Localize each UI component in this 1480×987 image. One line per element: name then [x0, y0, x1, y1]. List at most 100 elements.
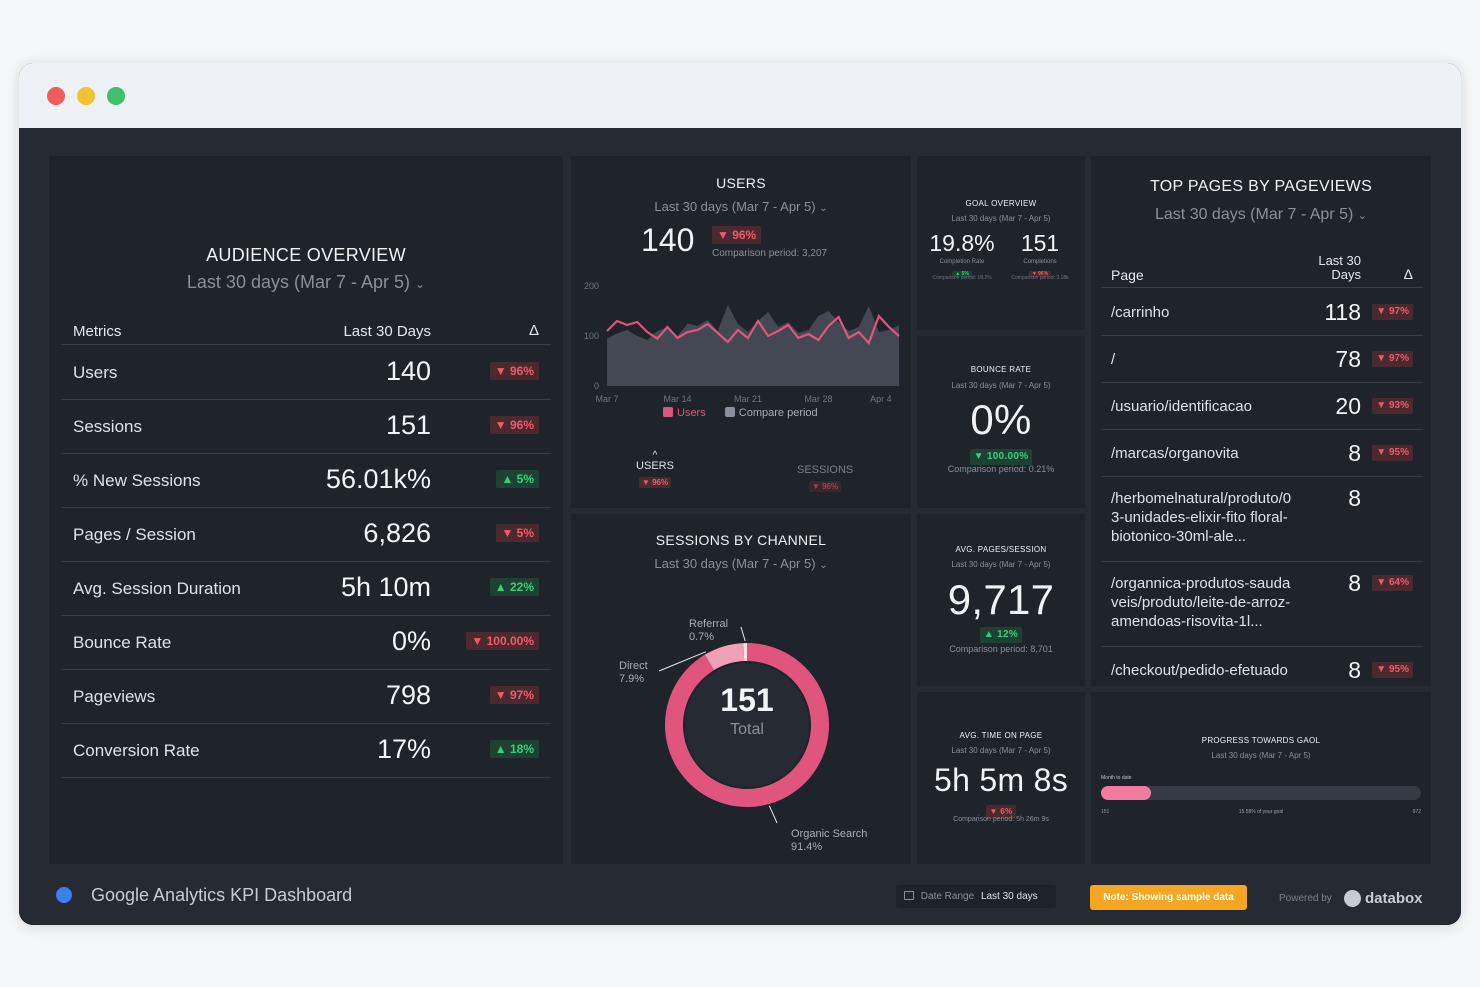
databox-brand[interactable]: databox: [1365, 890, 1423, 907]
page-path: /carrinho: [1111, 304, 1170, 321]
completion-rate-comparison: Comparison period: 18.2%: [932, 275, 992, 281]
donut-percent-label: 91.4%: [791, 841, 822, 853]
users-line-chart: 0 100 200 Mar 7 Mar 14 Mar 21 Mar 28 Apr 4: [584, 281, 900, 404]
x-tick-label: Apr 4: [870, 394, 892, 404]
donut-percent-label: 7.9%: [619, 673, 644, 685]
page-path: /marcas/organovita: [1111, 445, 1239, 462]
audience-row: Conversion Rate 17% ▲ 18%: [61, 724, 551, 778]
compare-legend-item[interactable]: Compare period: [724, 407, 818, 419]
donut-label-leader: [740, 626, 746, 642]
chevron-down-icon: ⌄: [1357, 210, 1367, 222]
top-page-row[interactable]: /carrinho 118 ▼ 97%: [1101, 289, 1423, 336]
switch-users-tab[interactable]: ^ USERS ▼ 96%: [635, 451, 675, 490]
metric-change-badge: ▼ 5%: [496, 524, 539, 542]
y-tick-label: 200: [584, 281, 599, 291]
page-path: /: [1111, 351, 1116, 368]
users-value: 140: [641, 222, 695, 258]
users-panel: USERS Last 30 days (Mar 7 - Apr 5) ⌄ 140…: [571, 156, 911, 508]
maximize-window-button[interactable]: [107, 87, 125, 105]
goal-title: GOAL OVERVIEW: [965, 199, 1037, 208]
y-tick-label: 0: [594, 381, 599, 391]
y-tick-label: 100: [584, 331, 599, 341]
date-range-selector[interactable]: Date Range Last 30 days: [896, 885, 1056, 908]
donut-center: [685, 663, 809, 787]
bounce-rate-panel: BOUNCE RATE Last 30 days (Mar 7 - Apr 5)…: [917, 336, 1085, 508]
page-change-badge: ▼ 93%: [1372, 398, 1413, 414]
page-views-value: 118: [1324, 299, 1361, 325]
users-legend: Users Compare period: [663, 407, 818, 419]
bounce-title: BOUNCE RATE: [970, 365, 1032, 374]
chevron-down-icon: ⌄: [819, 560, 828, 571]
top-pages-period: Last 30 days (Mar 7 - Apr 5): [1155, 206, 1354, 223]
page-views-value: 8: [1348, 570, 1361, 596]
time-on-page-period: Last 30 days (Mar 7 - Apr 5): [951, 746, 1051, 755]
x-tick-label: Mar 28: [804, 394, 832, 404]
metric-change-badge: ▼ 100.00%: [466, 632, 539, 650]
checkbox-checked-icon: [724, 407, 735, 417]
top-page-row[interactable]: /usuario/identificacao 20 ▼ 93%: [1101, 383, 1423, 430]
compare-period-area: [607, 305, 899, 386]
top-page-row[interactable]: /marcas/organovita 8 ▼ 95%: [1101, 430, 1423, 477]
metric-name: Conversion Rate: [73, 741, 200, 760]
close-window-button[interactable]: [47, 87, 65, 105]
databox-logo-icon: [56, 887, 72, 903]
time-on-page-change: ▼ 6%: [917, 801, 1085, 819]
top-page-row[interactable]: /organnica-produtos-saudaveis/produto/le…: [1101, 562, 1423, 647]
completions-label: Completions: [1023, 259, 1057, 265]
users-legend-item[interactable]: Users: [663, 407, 706, 419]
audience-row: Users 140 ▼ 96%: [61, 346, 551, 400]
completion-rate-change: ▲ 5%: [925, 267, 999, 277]
top-page-row[interactable]: /herbomelnatural/produto/03-unidades-eli…: [1101, 477, 1423, 562]
chevron-down-icon: ⌄: [415, 277, 426, 291]
users-period: Last 30 days (Mar 7 - Apr 5): [654, 199, 816, 214]
checkbox-checked-icon: [663, 407, 673, 417]
completions-change: ▼ 96%: [1003, 267, 1077, 277]
sessions-by-channel-panel: SESSIONS BY CHANNEL Last 30 days (Mar 7 …: [571, 514, 911, 864]
x-tick-label: Mar 14: [663, 394, 691, 404]
powered-by-label: Powered by: [1279, 893, 1332, 904]
time-on-page-value: 5h 5m 8s: [933, 762, 1069, 798]
pages-session-title: AVG. PAGES/SESSION: [955, 545, 1047, 554]
users-period-dropdown[interactable]: Last 30 days (Mar 7 - Apr 5) ⌄: [571, 199, 911, 214]
channels-period-dropdown[interactable]: Last 30 days (Mar 7 - Apr 5) ⌄: [571, 556, 911, 571]
metric-value: 0%: [391, 626, 431, 656]
metric-value: 6,826: [363, 518, 431, 548]
page-path: /herbomelnatural/produto/03-unidades-eli…: [1111, 490, 1292, 545]
progress-bar-label: Month to date: [1101, 775, 1132, 781]
metric-change-badge: ▲ 22%: [489, 578, 539, 596]
pages-session-value: 9,717: [947, 576, 1055, 623]
time-on-page-title: AVG. TIME ON PAGE: [959, 731, 1043, 740]
metric-name: Users: [73, 363, 118, 382]
switch-sessions-tab[interactable]: SESSIONS ▼ 96%: [797, 464, 853, 494]
page-views-value: 8: [1348, 485, 1361, 511]
calendar-icon: [904, 891, 914, 900]
goal-period: Last 30 days (Mar 7 - Apr 5): [951, 214, 1051, 223]
donut-category-label: Direct: [619, 660, 648, 672]
minimize-window-button[interactable]: [77, 87, 95, 105]
pages-session-period: Last 30 days (Mar 7 - Apr 5): [951, 560, 1051, 569]
switch-sessions-badge: ▼ 96%: [808, 481, 842, 492]
top-page-row[interactable]: / 78 ▼ 97%: [1101, 336, 1423, 383]
sample-data-note: Note: Showing sample data: [1090, 885, 1247, 910]
donut-total-label: Total: [730, 721, 764, 738]
top-pages-period-dropdown[interactable]: Last 30 days (Mar 7 - Apr 5) ⌄: [1091, 206, 1431, 224]
donut-label-leader: [658, 651, 707, 672]
progress-period: Last 30 days (Mar 7 - Apr 5): [1211, 751, 1311, 760]
time-on-page-panel: AVG. TIME ON PAGE Last 30 days (Mar 7 - …: [917, 692, 1085, 864]
bounce-period: Last 30 days (Mar 7 - Apr 5): [951, 381, 1051, 390]
page-path: /checkout/pedido-efetuado: [1111, 662, 1288, 679]
metric-change-badge: ▲ 18%: [489, 740, 539, 758]
page-change-badge: ▼ 64%: [1372, 575, 1413, 591]
pages-per-session-panel: AVG. PAGES/SESSION Last 30 days (Mar 7 -…: [917, 514, 1085, 686]
donut-slice-referral[interactable]: [743, 643, 747, 662]
top-page-row[interactable]: /checkout/pedido-efetuado 8 ▼ 95%: [1101, 647, 1423, 694]
pages-session-change: ▲ 12%: [917, 624, 1085, 643]
audience-period-dropdown[interactable]: Last 30 days (Mar 7 - Apr 5) ⌄: [49, 272, 563, 293]
donut-slice-direct[interactable]: [704, 643, 745, 671]
metric-value: 5h 10m: [340, 572, 431, 602]
audience-table-header: Metrics Last 30 Days Δ: [61, 311, 551, 345]
metrics-column-header: Metrics: [73, 323, 122, 340]
audience-row: Bounce Rate 0% ▼ 100.00%: [61, 616, 551, 670]
audience-row: Sessions 151 ▼ 96%: [61, 400, 551, 454]
page-change-badge: ▼ 95%: [1372, 445, 1413, 461]
